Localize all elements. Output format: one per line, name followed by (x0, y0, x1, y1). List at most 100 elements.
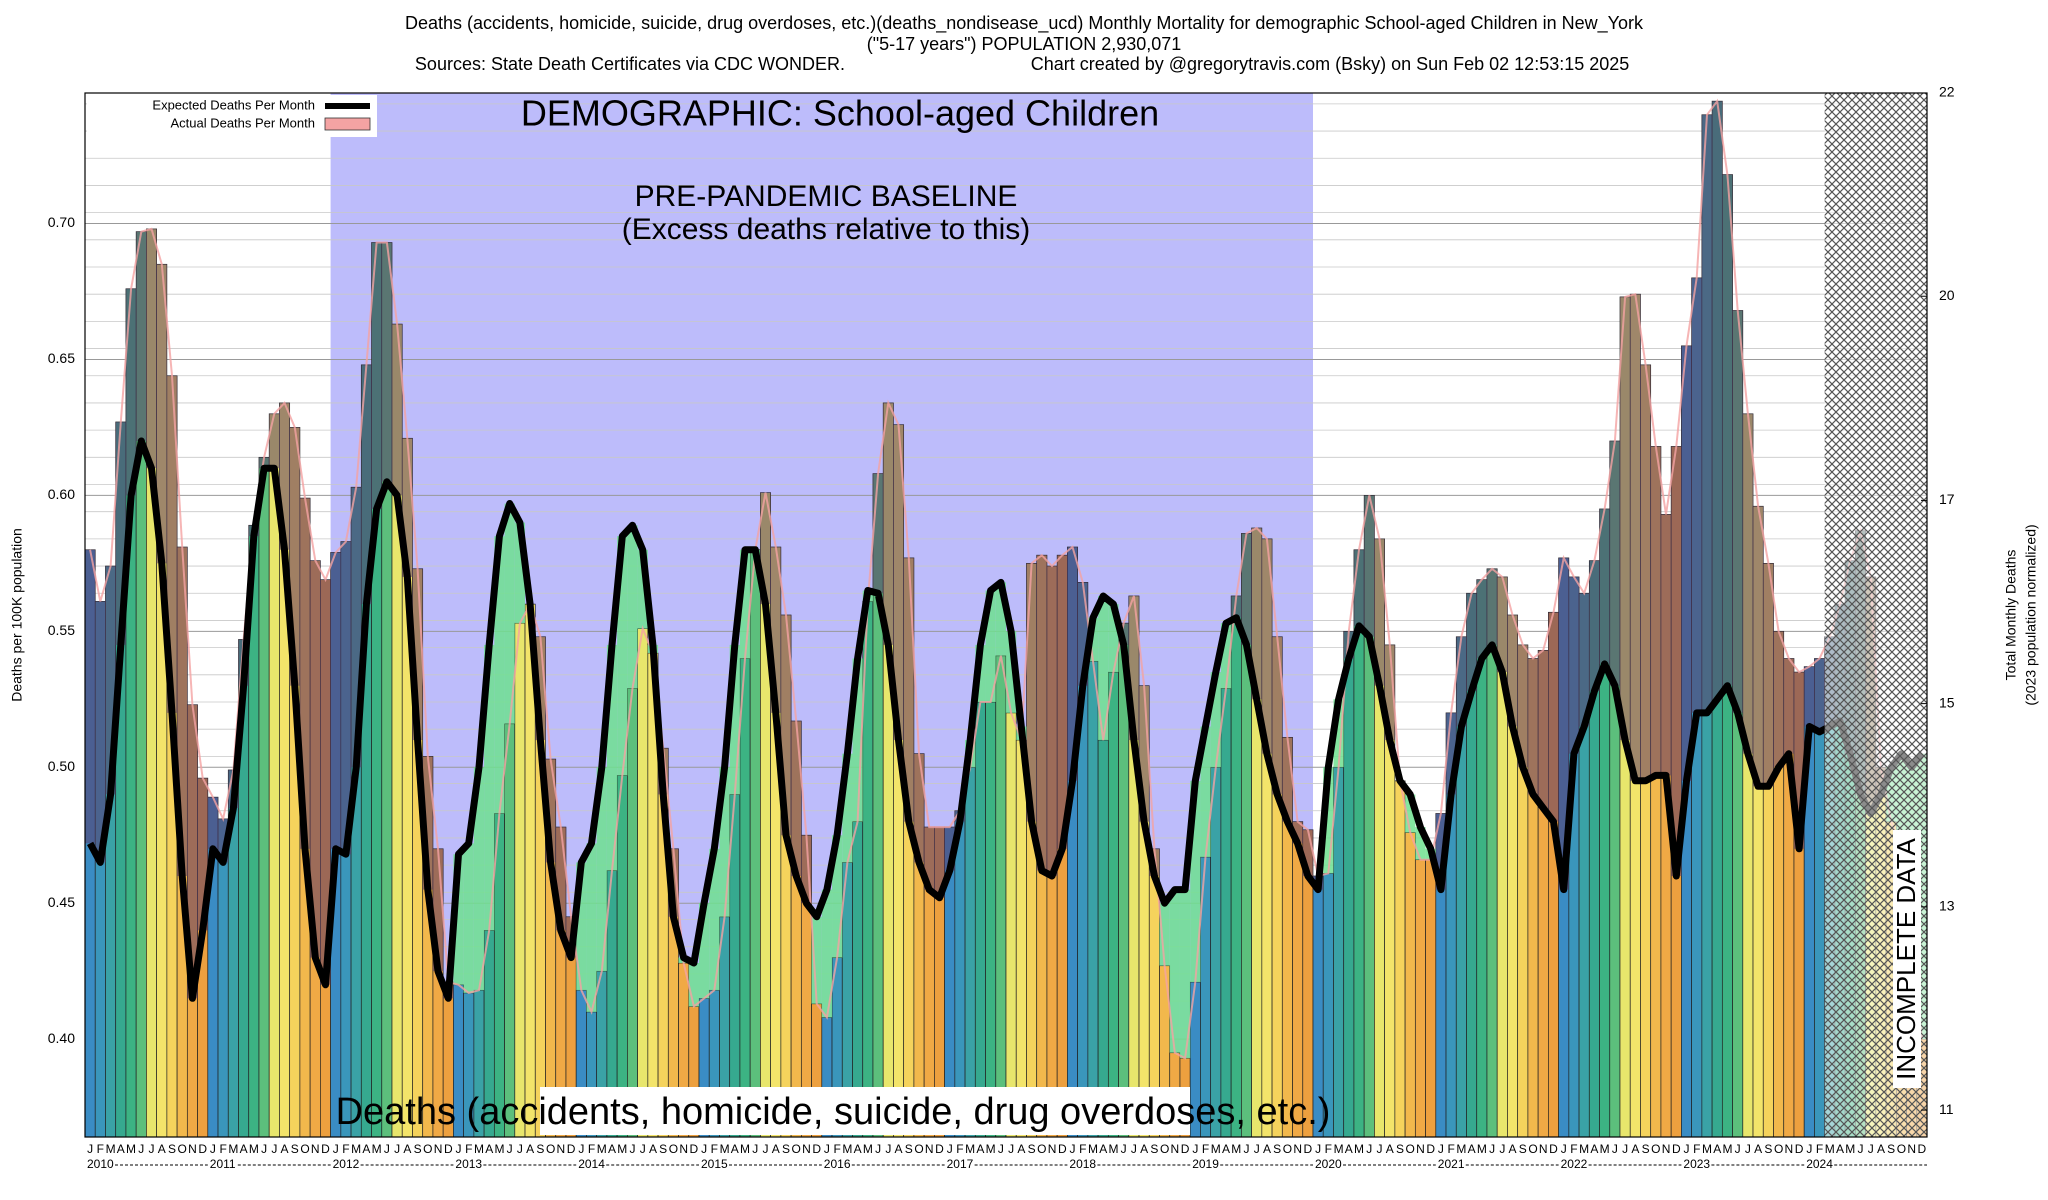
x-tick-label: A (240, 1142, 248, 1156)
excess-shade (1231, 595, 1242, 618)
excess-shade (1568, 576, 1580, 754)
x-tick-label: D (567, 1142, 576, 1156)
excess-shade (177, 547, 188, 876)
deficit-shade (514, 522, 526, 624)
title-line: Chart created by @gregorytravis.com (Bsk… (1031, 54, 1630, 74)
x-tick-label: J (1192, 1142, 1198, 1156)
x-tick-label: J (824, 1142, 830, 1156)
x-tick-label: F (219, 1142, 226, 1156)
x-tick-label: F (956, 1142, 963, 1156)
x-tick-label: J (701, 1142, 707, 1156)
annotation-box (540, 1087, 1190, 1135)
bar (1394, 780, 1406, 1138)
x-tick-label: J (752, 1142, 758, 1156)
excess-shade (1753, 506, 1764, 787)
x-tick-label: N (1293, 1142, 1302, 1156)
excess-shade (760, 492, 771, 605)
year-label: 2021 (1438, 1157, 1465, 1171)
x-tick-label: M (249, 1142, 259, 1156)
year-label: 2019 (1192, 1157, 1219, 1171)
title-line: Sources: State Death Certificates via CD… (415, 54, 845, 74)
excess-shade (361, 364, 372, 605)
x-tick-label: M (1456, 1142, 1466, 1156)
deficit-shade (1006, 631, 1017, 713)
bar (1220, 688, 1232, 1138)
annotation: Deaths (accidents, homicide, suicide, dr… (336, 1091, 1331, 1133)
x-tick-label: A (1345, 1142, 1353, 1156)
year-label: 2024 (1806, 1157, 1833, 1171)
excess-shade (1599, 508, 1610, 664)
x-tick-label: J (384, 1142, 390, 1156)
x-tick-label: S (1519, 1142, 1527, 1156)
excess-shade (1671, 446, 1682, 876)
y-tick-label: 0.65 (48, 350, 75, 366)
excess-shade (1046, 566, 1058, 876)
x-tick-label: J (1561, 1142, 1567, 1156)
x-tick-label: N (1416, 1142, 1425, 1156)
x-tick-label: M (351, 1142, 361, 1156)
bar (1414, 859, 1426, 1138)
excess-shade (944, 827, 955, 871)
excess-shade (1374, 538, 1385, 686)
x-tick-label: O (669, 1142, 678, 1156)
x-tick-label: F (588, 1142, 595, 1156)
excess-shade (197, 778, 208, 931)
x-tick-label: J (1121, 1142, 1127, 1156)
excess-shade (1804, 666, 1815, 727)
excess-shade (146, 228, 157, 469)
excess-shade (310, 560, 321, 958)
x-tick-label: A (976, 1142, 984, 1156)
deficit-shade (688, 963, 699, 1007)
excess-shade (1251, 528, 1262, 700)
x-tick-label: M (1845, 1142, 1855, 1156)
x-tick-label: A (1140, 1142, 1148, 1156)
annotation: INCOMPLETE DATA (1891, 837, 1921, 1079)
x-tick-label: F (1202, 1142, 1209, 1156)
x-tick-label: A (772, 1142, 780, 1156)
deficit-shade (739, 549, 751, 659)
year-label: 2017 (947, 1157, 974, 1171)
x-tick-label: J (578, 1142, 584, 1156)
excess-shade (545, 759, 556, 863)
excess-shade (913, 753, 925, 863)
x-tick-label: M (986, 1142, 996, 1156)
x-tick-label: N (1048, 1142, 1057, 1156)
excess-shade (1712, 101, 1723, 700)
excess-shade (1609, 441, 1620, 686)
x-tick-label: J (87, 1142, 93, 1156)
bar (1097, 739, 1109, 1138)
x-tick-label: F (711, 1142, 718, 1156)
bar (1333, 766, 1345, 1138)
x-tick-label: O (1160, 1142, 1169, 1156)
excess-shade (218, 818, 229, 863)
y2-axis-label: Total Monthly Deaths (2003, 550, 2019, 681)
x-tick-label: J (1008, 1142, 1014, 1156)
x-tick-label: M (1088, 1142, 1098, 1156)
deficit-shade (453, 854, 464, 985)
x-tick-label: J (1735, 1142, 1741, 1156)
excess-shade (1139, 685, 1150, 822)
excess-shade (299, 498, 311, 849)
x-tick-label: A (158, 1142, 166, 1156)
plot-border (84, 92, 1928, 1138)
plot-area (84, 92, 1928, 1138)
deficit-shade (494, 536, 505, 814)
bar (627, 688, 638, 1138)
x-tick-label: F (1079, 1142, 1086, 1156)
x-tick-label: A (1713, 1142, 1721, 1156)
x-tick-label: J (1612, 1142, 1618, 1156)
y-tick-label: 0.45 (48, 894, 75, 910)
x-tick-label: F (1325, 1142, 1332, 1156)
x-tick-label: D (812, 1142, 821, 1156)
x-tick-label: N (188, 1142, 197, 1156)
excess-shade (1067, 547, 1078, 781)
x-tick-label: F (1693, 1142, 1700, 1156)
x-tick-label: O (300, 1142, 309, 1156)
x-tick-label: M (372, 1142, 382, 1156)
x-tick-label: J (763, 1142, 769, 1156)
bar (258, 456, 270, 1138)
x-tick-label: F (1816, 1142, 1823, 1156)
deficit-shade (995, 582, 1006, 656)
bar (504, 723, 516, 1138)
excess-shade (1497, 576, 1508, 673)
